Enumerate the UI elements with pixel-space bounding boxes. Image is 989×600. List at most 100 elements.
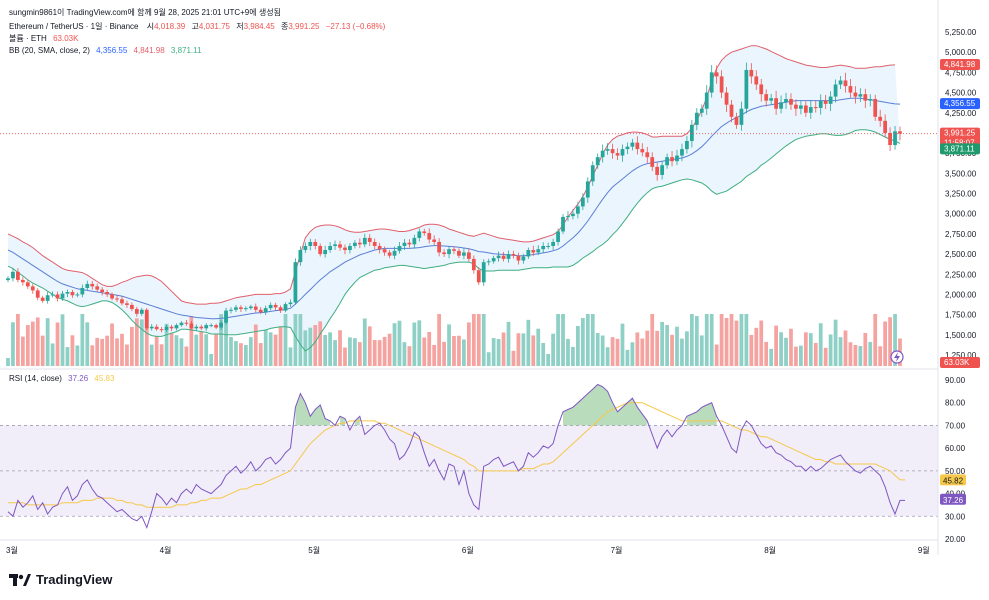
price-axis-label: 4,500.00: [945, 89, 977, 98]
candle-body: [670, 157, 674, 162]
volume-bar: [432, 344, 437, 366]
rsi-lines: [7, 383, 905, 530]
price-axis[interactable]: 5,250.00 5,000.00 4,750.00 4,500.00 4,250.00…: [945, 28, 977, 360]
candle-body: [308, 241, 313, 246]
volume-bar: [714, 344, 719, 366]
volume-bar: [159, 344, 164, 366]
volume-bar: [571, 346, 575, 366]
basis-tag-text: 4,356.55: [944, 99, 976, 108]
volume-bar: [55, 322, 60, 366]
volume-bar: [318, 321, 323, 366]
volume-legend[interactable]: 볼륨 · ETH 63.03K: [9, 34, 78, 44]
volume-bar: [149, 344, 154, 366]
basis-tag-bg: [940, 98, 980, 110]
lightning-icon[interactable]: [890, 350, 904, 364]
volume-bar: [546, 354, 551, 366]
candle-body: [432, 239, 437, 242]
bb-legend[interactable]: BB (20, SMA, close, 2) 4,356.55 4,841.98…: [9, 46, 201, 56]
volume-bar: [670, 334, 674, 366]
candle-body: [303, 245, 308, 251]
volume-bar: [868, 341, 873, 366]
volume-bar: [818, 323, 823, 366]
symbol-title[interactable]: Ethereum / TetherUS · 1일 · Binance: [9, 22, 139, 31]
volume-bar: [169, 332, 174, 366]
volume-bar: [888, 317, 892, 366]
candle-body: [387, 252, 392, 256]
symbol-legend[interactable]: Ethereum / TetherUS · 1일 · Binance 시4,01…: [9, 22, 385, 32]
candle-body: [184, 322, 189, 324]
price-axis-label: 4,750.00: [945, 68, 977, 77]
author-text: sungmin9861이 TradingView.com에 함께 9월 28, …: [9, 8, 281, 17]
rsi-value: 37.26: [68, 374, 89, 383]
volume-bar: [90, 345, 95, 366]
volume-bar: [635, 332, 640, 366]
candle-body: [159, 329, 164, 331]
volume-bar: [734, 320, 739, 366]
candle-body: [204, 325, 209, 329]
candle-body: [858, 94, 863, 97]
candle-body: [80, 287, 85, 295]
candle-body: [476, 270, 481, 283]
candle-body: [318, 245, 323, 255]
volume-bar: [139, 319, 144, 366]
candle-body: [20, 279, 25, 283]
candle-body: [605, 149, 610, 151]
candle-body: [600, 150, 605, 158]
candle-body: [328, 245, 332, 251]
rsi-ma-tag-text: 45.82: [943, 476, 964, 485]
volume-bar: [367, 326, 372, 366]
candle-body: [769, 98, 774, 101]
candle-body: [273, 304, 278, 308]
volume-bar: [214, 334, 219, 366]
candle-body: [214, 325, 219, 328]
volume-bar: [794, 346, 798, 366]
candle-body: [199, 326, 204, 329]
rsi-tag-text: 37.26: [943, 496, 964, 505]
candle-body: [645, 152, 650, 158]
candle-body: [898, 131, 902, 134]
volume-bar: [85, 322, 90, 366]
candle-body: [417, 231, 422, 238]
volume-bar: [813, 342, 818, 366]
candle-body: [278, 307, 283, 311]
volume-bar: [556, 314, 560, 366]
volume-bar: [144, 314, 149, 366]
volume-bar: [303, 330, 308, 366]
candle-body: [739, 108, 744, 125]
rsi-axis-label: 60.00: [945, 444, 966, 453]
candle-body: [625, 146, 630, 150]
candle-body: [893, 131, 897, 146]
volume-bar: [154, 336, 159, 366]
candle-body: [392, 250, 397, 256]
candle-body: [100, 289, 105, 293]
volume-bar: [694, 316, 699, 366]
candle-body: [526, 250, 531, 257]
bb-lower-value: 3,871.11: [170, 46, 202, 55]
candle-body: [234, 307, 238, 310]
candle-body: [561, 216, 565, 232]
price-axis-label: 1,250.00: [945, 351, 977, 360]
volume-bar: [417, 320, 422, 366]
candle-body: [139, 309, 144, 314]
volume-bar: [219, 314, 223, 366]
volume-bar: [125, 344, 129, 366]
volume-bar: [739, 314, 744, 366]
candle-body: [774, 98, 778, 109]
candle-body: [789, 99, 793, 105]
rsi-legend[interactable]: RSI (14, close) 37.26 45.83: [9, 374, 114, 384]
candle-body: [496, 255, 501, 259]
time-axis[interactable]: 3월4월5월6월7월8월9월10월: [6, 545, 989, 555]
volume-bar: [724, 318, 729, 366]
volume-bar: [283, 314, 288, 366]
tradingview-logo[interactable]: TradingView: [9, 572, 112, 587]
candle-body: [313, 241, 318, 246]
volume-bar: [95, 337, 100, 366]
volume-bar: [199, 331, 204, 366]
volume-bar: [134, 318, 139, 366]
volume-bar: [357, 342, 362, 366]
volume-bar: [343, 347, 347, 366]
volume-bar: [20, 336, 25, 366]
candle-body: [566, 216, 570, 218]
